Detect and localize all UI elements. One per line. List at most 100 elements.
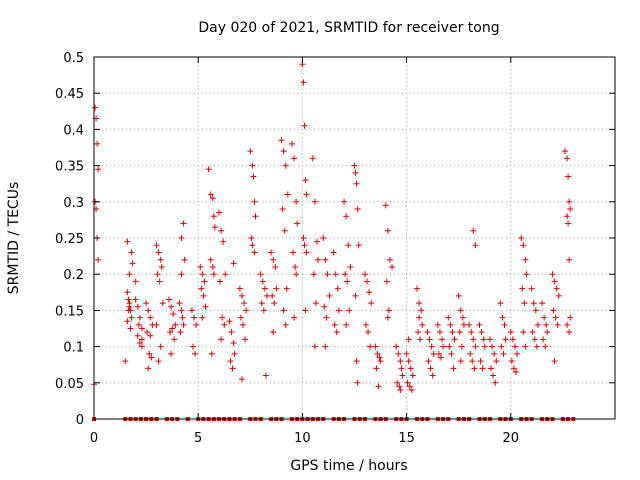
data-point (384, 227, 391, 234)
data-point (425, 358, 432, 365)
data-point (158, 263, 165, 270)
data-point (269, 292, 276, 299)
data-point (460, 321, 467, 328)
data-point (192, 350, 199, 357)
data-point (258, 300, 265, 307)
data-point (143, 300, 150, 307)
data-point (180, 220, 187, 227)
data-point (154, 271, 161, 278)
data-point (302, 307, 309, 314)
data-point (529, 329, 536, 336)
data-point (330, 249, 337, 256)
data-point (92, 104, 99, 111)
data-point (502, 336, 509, 343)
data-point (415, 329, 422, 336)
data-point (301, 122, 308, 129)
data-point (501, 321, 508, 328)
data-point (218, 336, 225, 343)
data-point (395, 350, 402, 357)
data-point (128, 314, 135, 321)
data-point (132, 296, 139, 303)
data-point (217, 278, 224, 285)
data-point (342, 271, 349, 278)
data-point (132, 278, 139, 285)
data-point (281, 227, 288, 234)
data-point (368, 300, 375, 307)
data-point (146, 350, 153, 357)
data-point (533, 343, 540, 350)
axis-ticks: 0 0.05 0.1 0.15 0.2 0.25 0.3 0.35 0.4 0.45 0.5 0 5 10… (55, 51, 615, 446)
data-point (375, 383, 382, 390)
data-point (127, 325, 134, 332)
data-point (448, 350, 455, 357)
data-point (278, 137, 285, 144)
data-point (168, 303, 175, 310)
data-point (542, 343, 549, 350)
data-point (439, 336, 446, 343)
data-point (481, 343, 488, 350)
data-point (270, 256, 277, 263)
data-point (238, 376, 245, 383)
data-point (451, 336, 458, 343)
data-point (242, 336, 249, 343)
data-point (346, 307, 353, 314)
data-point (551, 278, 558, 285)
data-point (449, 329, 456, 336)
data-point (201, 278, 208, 285)
data-point (95, 256, 102, 263)
data-point (176, 300, 183, 307)
x-tick-label: 0 (90, 431, 98, 446)
data-point (389, 263, 396, 270)
chart-title: Day 020 of 2021, SRMTID for receiver ton… (198, 20, 499, 36)
data-point (477, 358, 484, 365)
x-tick-label: 15 (398, 431, 415, 446)
data-point (427, 365, 434, 372)
data-point (157, 343, 164, 350)
data-point (343, 321, 350, 328)
data-point (227, 358, 234, 365)
data-point (197, 263, 204, 270)
data-point (567, 206, 574, 213)
data-point (354, 206, 361, 213)
data-point (178, 235, 185, 241)
data-point (446, 343, 453, 350)
data-point (564, 213, 571, 220)
data-point (386, 256, 393, 263)
data-point (180, 321, 187, 328)
data-point (124, 289, 131, 296)
data-point (138, 343, 145, 350)
data-point (208, 350, 215, 357)
data-point (324, 271, 331, 278)
data-point (486, 336, 493, 343)
data-point (157, 256, 164, 263)
data-point (251, 249, 258, 256)
data-point (193, 321, 200, 328)
data-point (531, 336, 538, 343)
data-point (472, 242, 479, 249)
data-points (91, 61, 576, 421)
data-point (279, 206, 286, 213)
data-point (236, 285, 243, 292)
data-point (470, 227, 477, 234)
data-point (284, 191, 291, 198)
data-point (397, 358, 404, 365)
data-point (367, 343, 374, 350)
data-point (372, 343, 379, 350)
data-point (458, 343, 465, 350)
data-point (241, 300, 248, 307)
data-point (323, 314, 330, 321)
data-point (147, 314, 154, 321)
data-point (250, 173, 257, 180)
data-point (147, 332, 154, 339)
data-point (300, 235, 307, 241)
data-point (492, 379, 499, 386)
data-point (199, 314, 206, 321)
data-point (405, 358, 412, 365)
data-point (426, 336, 433, 343)
data-point (249, 242, 256, 249)
data-point (226, 318, 233, 325)
data-point (209, 263, 216, 270)
data-point (424, 329, 431, 336)
data-point (549, 271, 556, 278)
data-point (551, 358, 558, 365)
